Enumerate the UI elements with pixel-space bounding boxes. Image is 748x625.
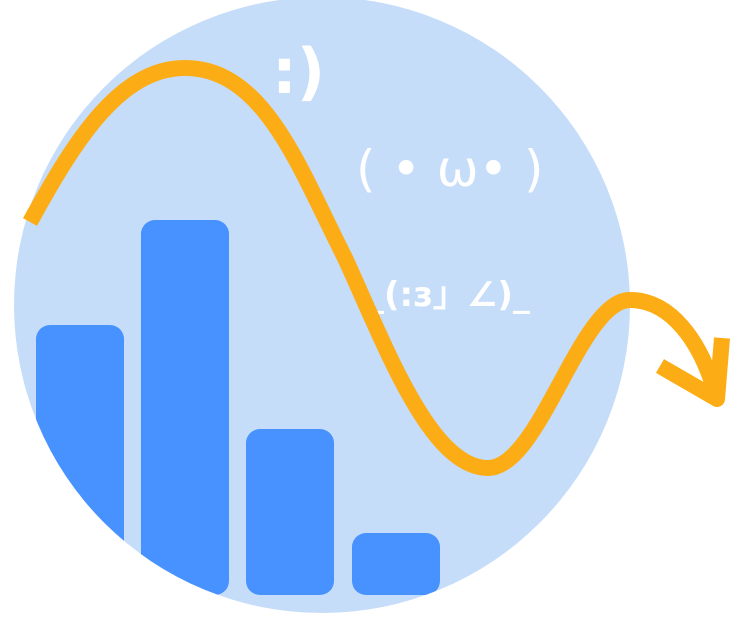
wave-line bbox=[22, 60, 723, 476]
bar-1 bbox=[36, 325, 124, 595]
cat-face-emoticon: ( • ω• ) bbox=[356, 140, 544, 198]
bar-3 bbox=[246, 429, 334, 595]
bar-4 bbox=[352, 533, 440, 595]
bar-2 bbox=[141, 220, 229, 595]
arrow-head-icon bbox=[655, 337, 730, 407]
lying-down-emoticon: _(:з」∠)_ bbox=[367, 275, 530, 315]
smile-emoticon: :) bbox=[272, 35, 325, 108]
